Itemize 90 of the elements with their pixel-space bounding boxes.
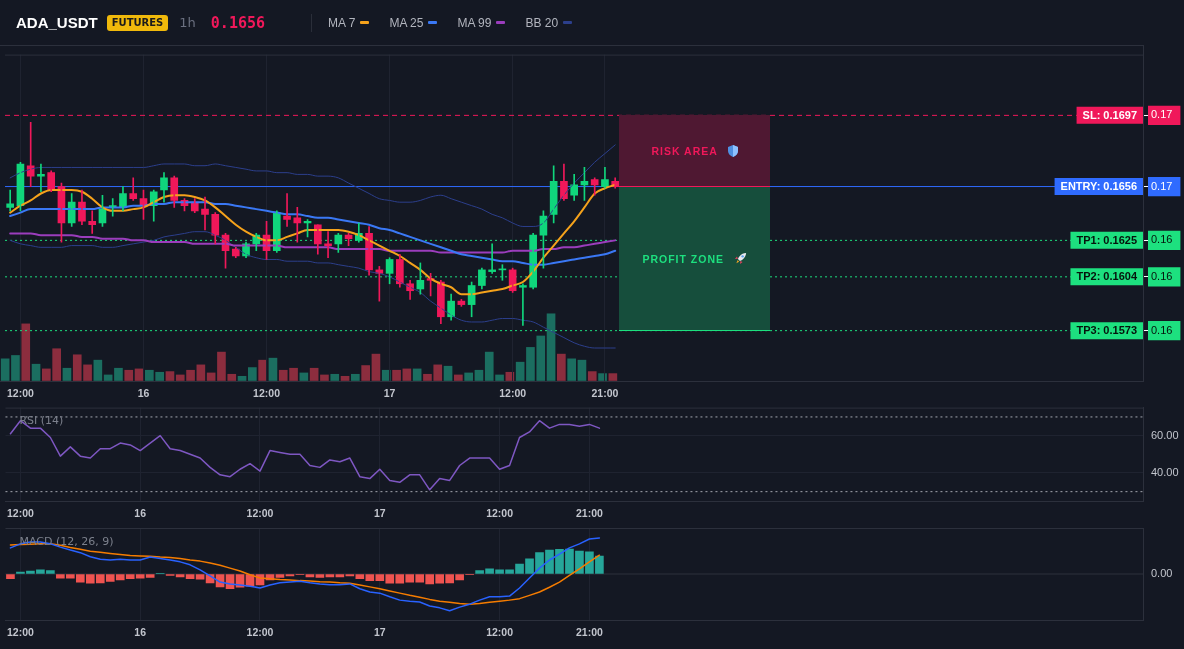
- y-tick-label: 0.16: [1151, 233, 1173, 246]
- bar: [351, 373, 360, 381]
- ref-line-label: 0.00: [1151, 567, 1173, 580]
- text: RISK AREA: [651, 144, 718, 157]
- bar: [299, 372, 309, 381]
- legend-label: MA 7: [328, 15, 356, 30]
- x-tick-label: 17: [383, 387, 396, 400]
- bar: [31, 363, 41, 381]
- x-tick-label: 17: [373, 507, 386, 520]
- bar: [196, 364, 206, 381]
- line-series: [9, 232, 617, 254]
- x-tick-label: 21:00: [575, 507, 603, 520]
- bar: [608, 373, 618, 381]
- x-tick-label: 16: [134, 626, 147, 639]
- bar: [315, 574, 325, 578]
- bar: [268, 357, 278, 381]
- x-tick-label: 17: [373, 626, 386, 639]
- bar: [206, 372, 216, 381]
- bar: [124, 369, 134, 381]
- bar: [443, 365, 453, 381]
- chart-subtitle: FUTURES: [106, 14, 169, 31]
- x-tick-label: 21:00: [575, 626, 603, 639]
- bar: [557, 353, 566, 381]
- x-tick-label: 12:00: [499, 387, 527, 400]
- bar: [258, 359, 267, 381]
- legend-label: MA 99: [457, 15, 492, 30]
- bar: [21, 323, 31, 381]
- bar: [11, 355, 20, 381]
- x-tick-label: 12:00: [7, 626, 35, 639]
- text: RSI (14): [19, 414, 64, 428]
- bar: [185, 574, 195, 580]
- legend-label: BB 20: [525, 15, 559, 30]
- x-tick-label: 12:00: [7, 507, 35, 520]
- x-tick-label: 16: [134, 507, 147, 520]
- bar: [134, 368, 144, 381]
- x-tick-label: 12:00: [253, 387, 281, 400]
- candlestick: [519, 283, 527, 326]
- bar: [392, 369, 401, 381]
- bar: [285, 574, 295, 577]
- legend-label: MA 25: [389, 15, 424, 30]
- bar: [546, 313, 556, 381]
- bar: [474, 369, 484, 381]
- bar: [577, 359, 587, 381]
- bar: [114, 367, 123, 381]
- x-tick-label: 12:00: [7, 387, 35, 400]
- y-tick-label: 0.17: [1151, 108, 1173, 121]
- bar: [598, 373, 607, 381]
- chart-title: ADA_USDT: [16, 14, 98, 31]
- bar: [381, 369, 391, 381]
- ref-line-label: SL: 0.1697: [1082, 108, 1137, 121]
- text: 1h: [179, 15, 196, 30]
- bar: [165, 371, 175, 381]
- bar: [93, 359, 103, 381]
- bar: [320, 374, 329, 381]
- y-tick-label: 40.00: [1151, 466, 1179, 479]
- ref-line-label: TP2: 0.1604: [1076, 270, 1138, 283]
- bar: [567, 358, 576, 381]
- x-tick-label: 16: [137, 387, 150, 400]
- bar: [402, 368, 412, 381]
- bar: [371, 353, 381, 381]
- y-tick-label: 0.16: [1151, 269, 1173, 282]
- y-tick-label: 0.17: [1151, 179, 1173, 192]
- bar: [248, 367, 257, 381]
- ref-line-label: TP1: 0.1625: [1076, 233, 1138, 246]
- x-tick-label: 12:00: [486, 507, 514, 520]
- x-tick-label: 12:00: [246, 507, 274, 520]
- x-tick-label: 12:00: [486, 626, 514, 639]
- bar: [6, 574, 15, 580]
- bar: [330, 373, 340, 381]
- bar: [340, 375, 350, 381]
- bar: [412, 368, 422, 381]
- bar: [237, 375, 247, 381]
- bar: [587, 371, 597, 381]
- bar: [0, 358, 10, 381]
- bar: [515, 361, 525, 381]
- x-tick-label: 12:00: [246, 626, 274, 639]
- y-tick-label: 0.16: [1151, 323, 1173, 336]
- bar: [62, 367, 72, 381]
- bar: [309, 367, 319, 381]
- bar: [361, 365, 370, 381]
- ref-line-label: TP3: 0.1573: [1076, 324, 1138, 337]
- y-tick-label: 60.00: [1151, 428, 1179, 441]
- x-tick-label: 21:00: [591, 387, 619, 400]
- chart-title: MACD (12, 26, 9): [19, 534, 114, 548]
- bar: [464, 372, 473, 381]
- bar: [275, 574, 285, 578]
- bar: [454, 374, 463, 381]
- text: 0.1656: [210, 13, 266, 32]
- text: PROFIT ZONE: [642, 252, 724, 265]
- ref-line-label: ENTRY: 0.1656: [1060, 180, 1137, 193]
